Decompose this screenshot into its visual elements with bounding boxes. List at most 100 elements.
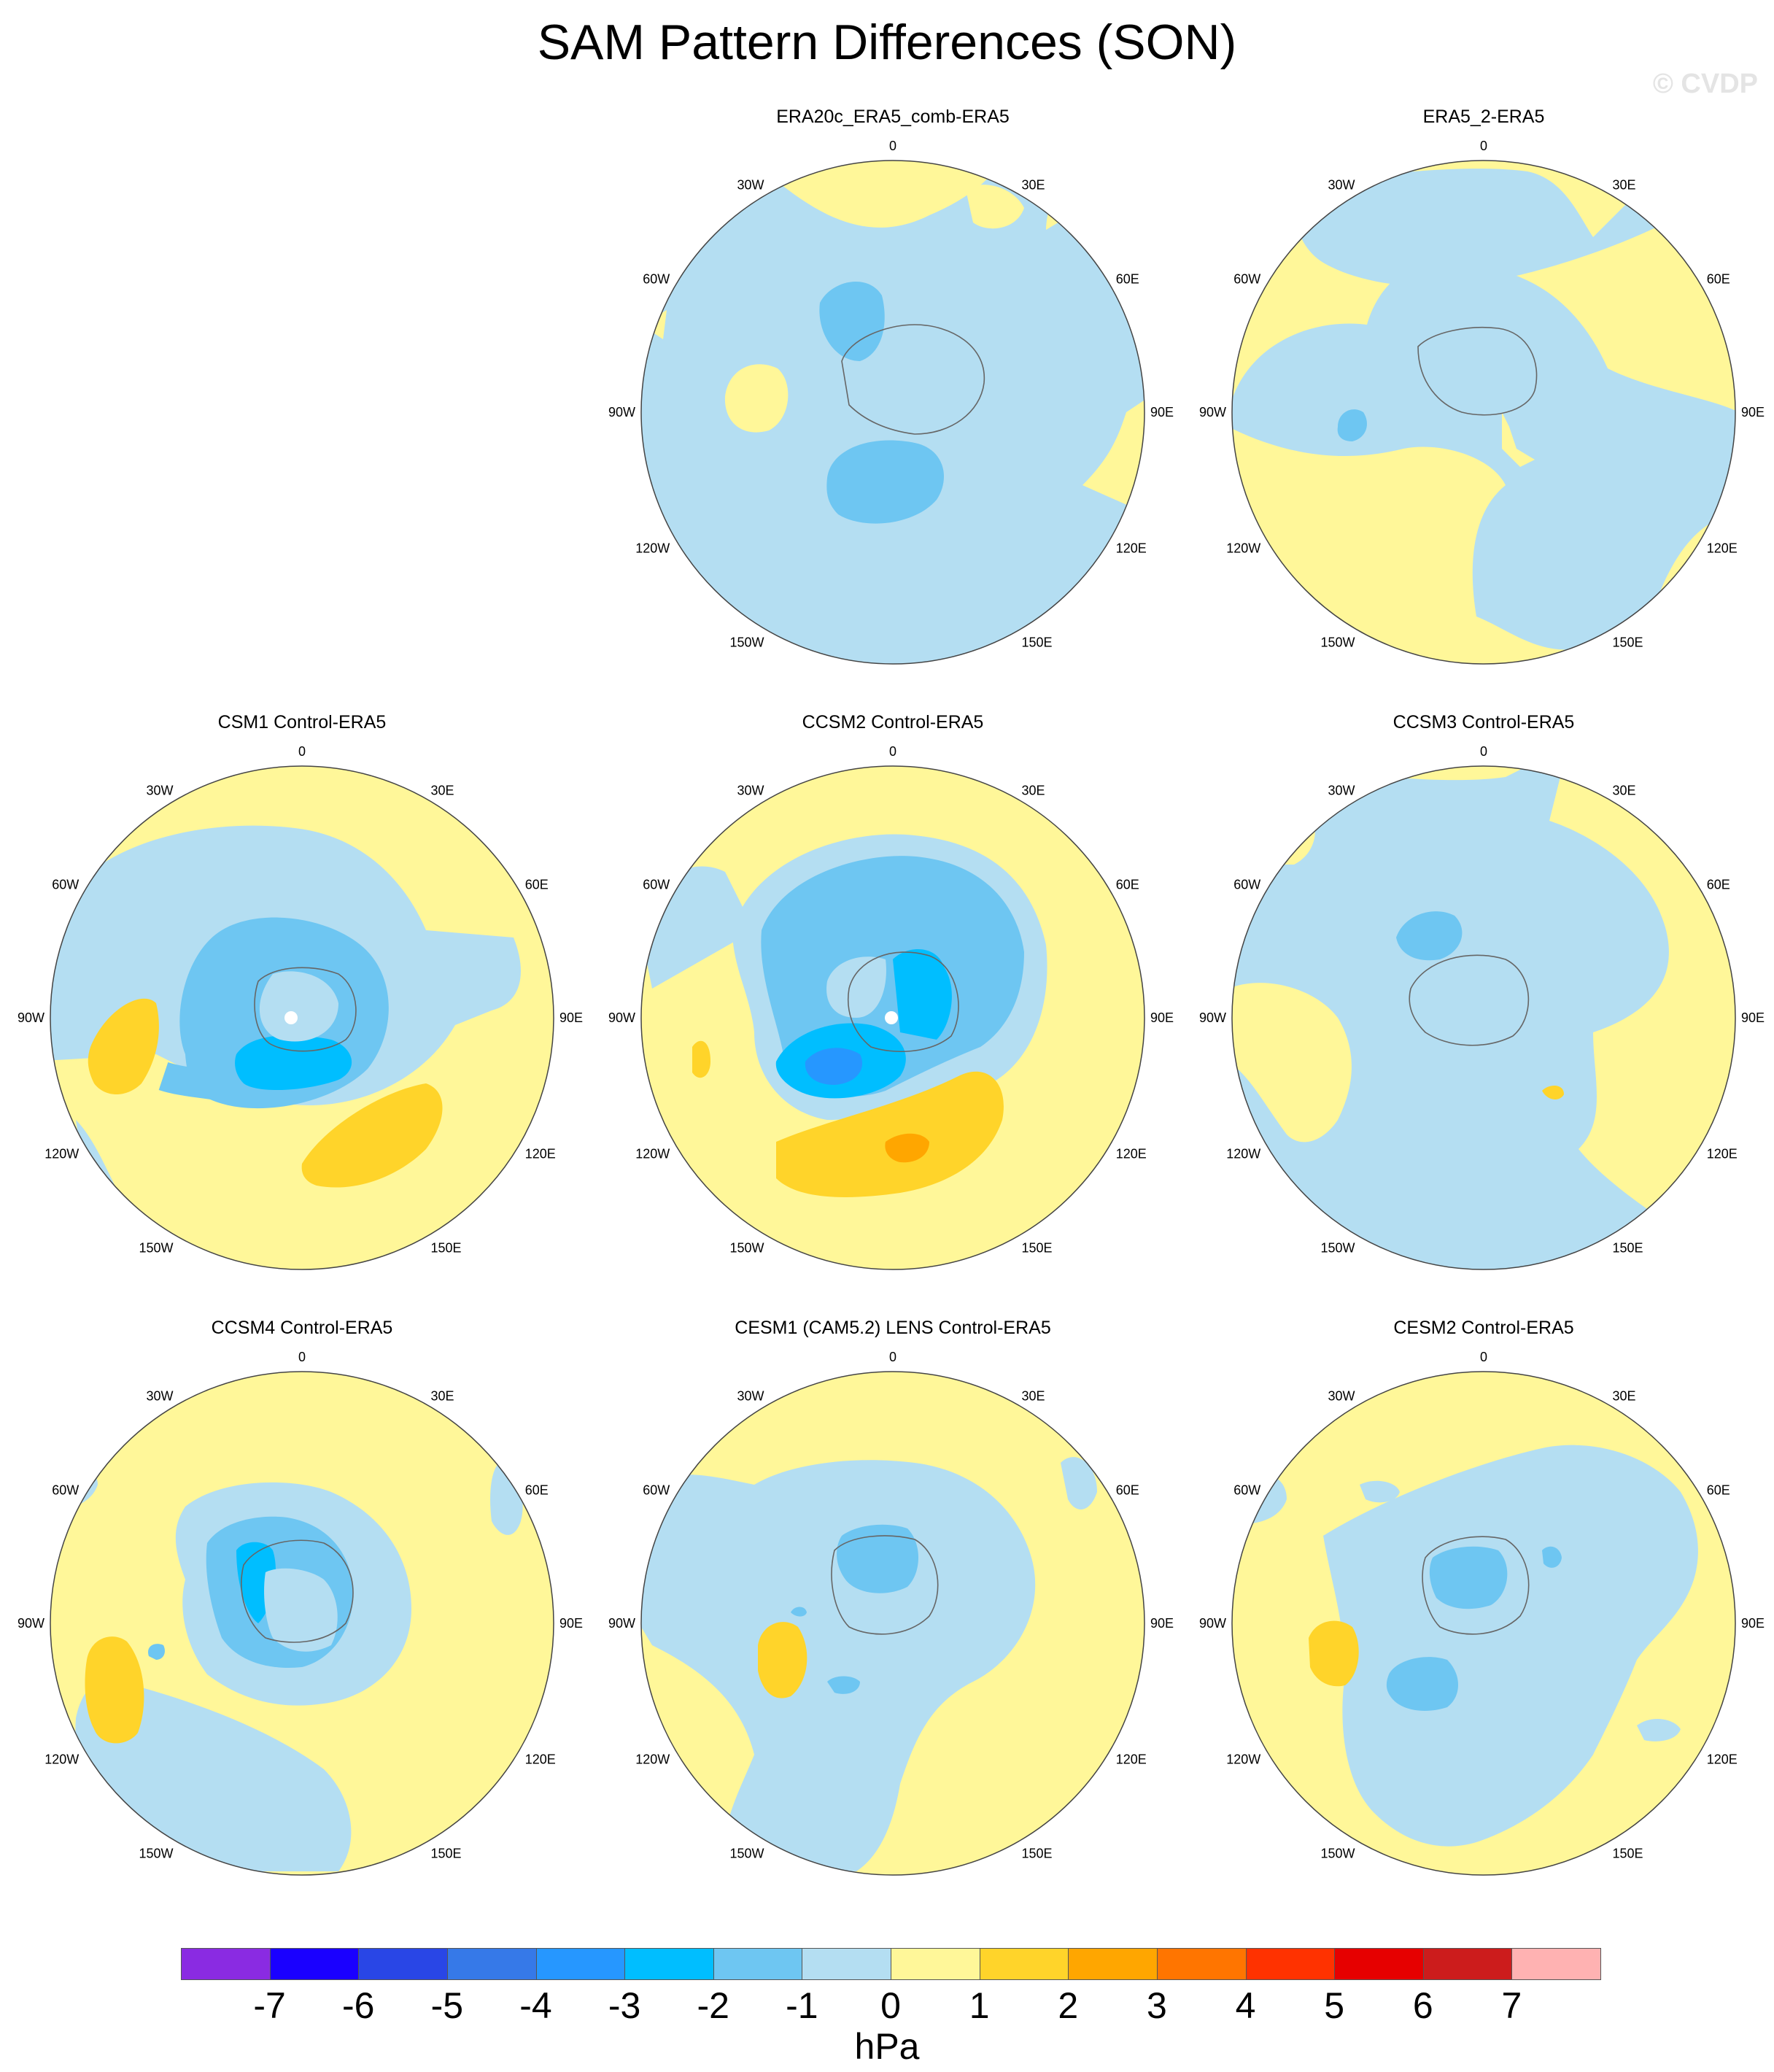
coastline [1422, 1536, 1530, 1635]
polar-map: 0 30E 60E 90E 120E 150E 180 150W 120W 90W 60W 30W [1199, 744, 1765, 1280]
negative-region [1360, 1480, 1400, 1503]
colorbar-segment [891, 1948, 980, 1980]
polar-map: 0 30E 60E 90E 120E 150E 180 150W 120W 90W 60W 30W [608, 744, 1174, 1280]
positive-region [1309, 766, 1735, 1251]
colorbar-tick: 1 [969, 1985, 990, 2026]
longitude-label: 120W [635, 1752, 670, 1767]
colorbar-tick: -7 [253, 1985, 286, 2026]
negative-region [1295, 169, 1666, 287]
longitude-label: 30E [1613, 177, 1636, 192]
longitude-label: 90E [1741, 1616, 1765, 1631]
colorbar-segment [624, 1948, 714, 1980]
longitude-label: 180 [291, 1278, 313, 1280]
longitude-label: 30W [146, 1388, 173, 1403]
coastline [241, 1539, 354, 1643]
longitude-labels: 0 30E 60E 90E 120E 150E 180 150W 120W 90W 60W 30W [18, 1350, 583, 1886]
panel-title: CSM1 Control-ERA5 [217, 712, 387, 732]
longitude-label: 60W [643, 272, 670, 287]
longitude-label: 30E [1022, 783, 1045, 797]
longitude-label: 90W [18, 1616, 44, 1631]
longitude-labels: 0 30E 60E 90E 120E 150E 180 150W 120W 90W 60W 30W [1199, 744, 1765, 1280]
positive-region [1309, 1620, 1359, 1687]
panel-title: CESM1 (CAM5.2) LENS Control-ERA5 [735, 1318, 1051, 1338]
longitude-label: 150E [1022, 1241, 1053, 1256]
negative-region [1323, 1445, 1698, 1847]
negative-region [1542, 1546, 1562, 1568]
polar-map: 0 30E 60E 90E 120E 150E 180 150W 120W 90W 60W 30W [608, 1350, 1174, 1886]
longitude-label: 150W [1320, 635, 1355, 650]
colorbar-tick: 3 [1146, 1985, 1167, 2026]
longitude-label: 90E [1150, 405, 1174, 420]
negative-region [1396, 911, 1463, 961]
longitude-label: 60E [525, 878, 549, 892]
polar-map: 0 30E 60E 90E 120E 150E 180 150W 120W 90W 60W 30W [18, 1350, 583, 1886]
panel-title: CCSM3 Control-ERA5 [1393, 712, 1575, 732]
colorbar-segment [1511, 1948, 1601, 1980]
longitude-label: 90W [18, 1010, 44, 1025]
polar-map: 0 30E 60E 90E 120E 150E 180 150W 120W 90W 60W 30W [1199, 1350, 1765, 1886]
positive-region [1502, 412, 1535, 467]
longitude-label: 180 [1473, 673, 1495, 675]
longitude-label: 90W [608, 405, 635, 420]
polar-map: 0 30E 60E 90E 120E 150E 180 150W 120W 90W 60W 30W [18, 744, 583, 1280]
map-boundary [1231, 160, 1736, 665]
negative-region [1232, 261, 1735, 650]
negative-region [1429, 1546, 1508, 1609]
longitude-label: 120E [1116, 541, 1147, 556]
colorbar-tick: -3 [608, 1985, 641, 2026]
panel-title: CCSM4 Control-ERA5 [211, 1318, 393, 1338]
longitude-label: 120E [525, 1752, 556, 1767]
longitude-label: 120W [1226, 541, 1260, 556]
longitude-label: 60W [1233, 1483, 1260, 1498]
longitude-labels: 0 30E 60E 90E 120E 150E 180 150W 120W 90W 60W 30W [608, 1350, 1174, 1886]
colorbar-tick: 2 [1058, 1985, 1079, 2026]
colorbar-tick: -5 [430, 1985, 464, 2026]
colorbar-tick: 7 [1501, 1985, 1522, 2026]
negative-region [826, 440, 944, 524]
colorbar-segment [446, 1948, 537, 1980]
longitude-label: 120W [44, 1147, 79, 1161]
longitude-label: 30W [1328, 177, 1355, 192]
colorbar-segment [181, 1948, 271, 1980]
longitude-label: 150W [729, 1847, 764, 1861]
longitude-label: 60E [1707, 878, 1730, 892]
longitude-label: 60E [1116, 1483, 1139, 1498]
colorbar-segment [358, 1948, 448, 1980]
coastline [1409, 954, 1530, 1046]
negative-region [1386, 1657, 1458, 1711]
coastline [831, 1535, 939, 1635]
longitude-labels: 0 30E 60E 90E 120E 150E 180 150W 120W 90W 60W 30W [608, 139, 1174, 675]
longitude-labels: 0 30E 60E 90E 120E 150E 180 150W 120W 90W 60W 30W [1199, 139, 1765, 675]
longitude-label: 120W [635, 1147, 670, 1161]
longitude-label: 60E [1116, 878, 1139, 892]
strong-negative-region [893, 949, 952, 1040]
longitude-label: 120E [1707, 541, 1738, 556]
watermark-label: © CVDP [1652, 69, 1758, 99]
negative-region [819, 282, 885, 361]
negative-region [1061, 1457, 1097, 1509]
longitude-label: 180 [882, 1278, 904, 1280]
longitude-label: 30W [737, 783, 764, 797]
colorbar-segment [1245, 1948, 1336, 1980]
positive-region [776, 1071, 1004, 1197]
longitude-label: 0 [1480, 139, 1487, 153]
polar-map: 0 30E 60E 90E 120E 150E 180 150W 120W 90W 60W 30W [608, 139, 1174, 675]
longitude-label: 60E [525, 1483, 549, 1498]
negative-region [1337, 409, 1367, 441]
colorbar-segment [1422, 1948, 1513, 1980]
longitude-label: 60E [1707, 272, 1730, 287]
longitude-labels: 0 30E 60E 90E 120E 150E 180 150W 120W 90W 60W 30W [1199, 1350, 1765, 1886]
colorbar [181, 1948, 1601, 1982]
coastline [1417, 326, 1538, 416]
longitude-label: 150W [729, 635, 764, 650]
longitude-labels: 0 30E 60E 90E 120E 150E 180 150W 120W 90W 60W 30W [608, 744, 1174, 1280]
colorbar-tick: -6 [342, 1985, 375, 2026]
longitude-label: 150E [431, 1241, 462, 1256]
colorbar-segment [269, 1948, 360, 1980]
missing-data-marker [885, 1011, 898, 1024]
colorbar-segment [1334, 1948, 1424, 1980]
positive-region [85, 1636, 144, 1744]
colorbar-tick: 0 [880, 1985, 901, 2026]
colorbar-units: hPa [854, 2026, 920, 2067]
longitude-label: 120W [635, 541, 670, 556]
